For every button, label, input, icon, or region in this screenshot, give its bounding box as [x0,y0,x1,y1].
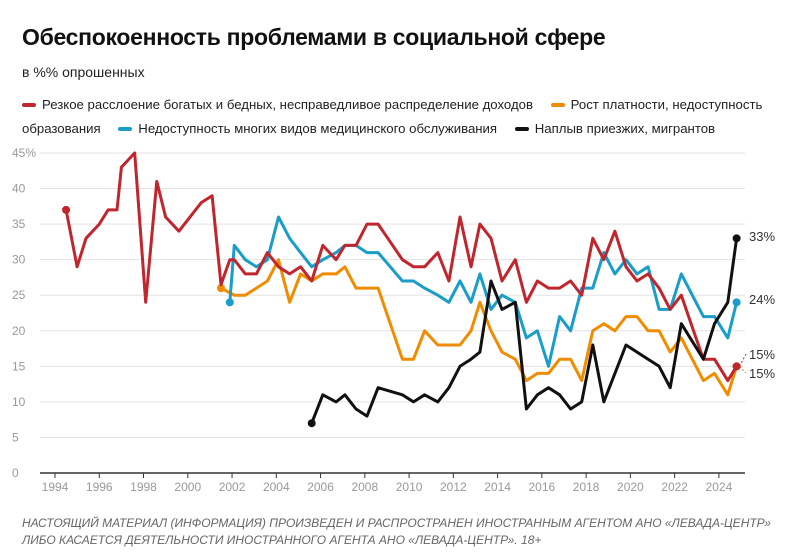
x-tick-label: 2006 [307,480,334,494]
series-end-marker [732,298,741,307]
series-line-0 [64,151,739,383]
x-tick-label: 2014 [484,480,511,494]
x-tick-label: 1998 [130,480,157,494]
label-leader [739,353,747,367]
x-tick-label: 2022 [661,480,688,494]
series-line-3 [310,236,739,425]
end-value-label: 15% [749,366,775,381]
chart-title: Обеспокоенность проблемами в социальной … [22,24,606,50]
legend-item-education: Рост платности, недоступность образовани… [22,97,762,136]
x-tick-label: 1996 [86,480,113,494]
y-tick-label: 15 [12,359,26,373]
legend-item-inequality: Резкое расслоение богатых и бедных, несп… [22,97,533,112]
legend-label: Наплыв приезжих, мигрантов [534,121,716,136]
label-leader [739,365,747,374]
footer-disclaimer: НАСТОЯЩИЙ МАТЕРИАЛ (ИНФОРМАЦИЯ) ПРОИЗВЕД… [22,516,771,547]
legend-label: Рост платности, недоступность образовани… [22,97,763,136]
y-tick-label: 45% [12,146,36,160]
x-tick-label: 2000 [174,480,201,494]
series-end-marker [732,362,741,371]
series-start-marker [216,284,225,293]
x-tick-label: 2018 [573,480,600,494]
end-value-label: 24% [749,292,775,307]
x-tick-label: 1994 [42,480,69,494]
legend-label: Недоступность многих видов медицинского … [138,121,498,136]
series-line-2 [228,215,739,368]
x-tick-label: 2020 [617,480,644,494]
y-tick-label: 5 [12,430,19,444]
x-tick-label: 2012 [440,480,467,494]
chart-subtitle: в %% опрошенных [22,64,145,80]
x-tick-label: 2010 [396,480,423,494]
y-tick-label: 10 [12,395,26,409]
legend-swatch-orange [550,102,565,107]
x-tick-label: 2004 [263,480,290,494]
y-tick-label: 20 [12,324,26,338]
legend-swatch-black [514,126,529,131]
legend-swatch-red [22,102,36,107]
series-start-marker [225,298,234,307]
y-tick-label: 25 [12,288,26,302]
y-tick-label: 35 [12,217,26,231]
series-start-marker [62,205,71,214]
series-start-marker [307,419,316,428]
y-tick-label: 0 [12,466,19,480]
legend-item-migrants: Наплыв приезжих, мигрантов [514,121,716,136]
end-value-label: 33% [749,229,775,244]
y-tick-label: 40 [12,182,26,196]
legend-swatch-blue [118,126,133,131]
legend-label: Резкое расслоение богатых и бедных, несп… [42,97,533,112]
x-tick-label: 2008 [351,480,378,494]
legend-item-medicine: Недоступность многих видов медицинского … [118,121,497,136]
y-tick-label: 30 [12,253,26,267]
end-value-label: 15% [749,347,775,362]
legend: Резкое расслоение богатых и бедных, несп… [22,93,782,141]
x-tick-label: 2002 [219,480,246,494]
x-tick-label: 2016 [529,480,556,494]
series-end-marker [732,234,741,243]
x-tick-label: 2024 [706,480,733,494]
